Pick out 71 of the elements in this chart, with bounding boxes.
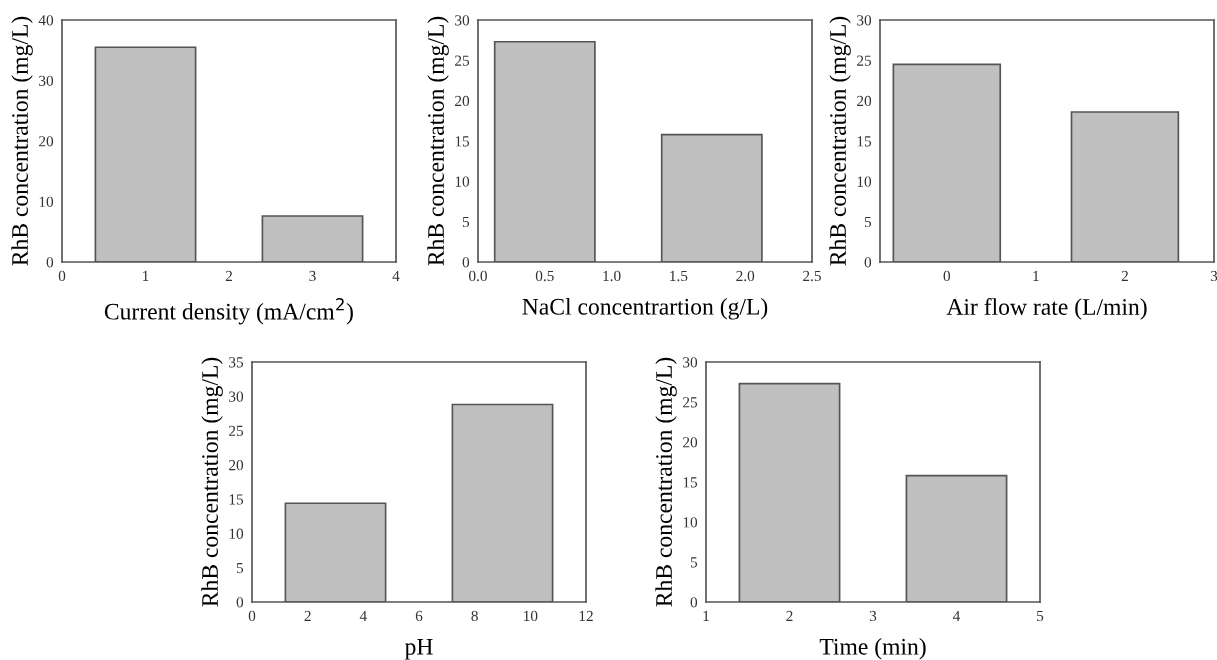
y-tick-label: 5 <box>236 563 244 574</box>
y-axis-title: RhB concentration (mg/L) <box>11 16 33 266</box>
y-axis-title: RhB concentration (mg/L) <box>201 357 223 607</box>
x-tick-label: 2 <box>225 270 232 281</box>
x-tick-label: 1.0 <box>603 270 621 282</box>
y-tick-label: 25 <box>683 397 698 408</box>
x-tick-label: 0.0 <box>469 270 487 282</box>
y-tick-label: 10 <box>229 528 244 539</box>
x-axis-title: NaCl concentrartion (g/L) <box>522 298 768 320</box>
x-tick-label: 4 <box>392 270 400 281</box>
y-tick-label: 0 <box>236 597 244 608</box>
y-tick-label: 0 <box>46 257 54 268</box>
y-tick-label: 15 <box>455 136 470 147</box>
y-tick-label: 20 <box>229 460 244 471</box>
x-tick-label: 3 <box>1210 270 1217 282</box>
y-tick-label: 30 <box>229 391 244 402</box>
y-tick-label: 0 <box>864 257 872 268</box>
y-tick-label: 35 <box>229 357 244 368</box>
y-tick-label: 15 <box>683 477 698 488</box>
y-tick-label: 20 <box>455 95 470 107</box>
y-tick-label: 10 <box>683 517 698 528</box>
y-tick-label: 5 <box>864 216 872 228</box>
y-tick-label: 5 <box>690 557 698 568</box>
y-tick-label: 5 <box>462 216 470 228</box>
y-tick-label: 10 <box>39 196 54 207</box>
x-tick-label: 2.0 <box>736 270 755 282</box>
x-tick-label: 12 <box>579 610 593 621</box>
y-tick-label: 25 <box>857 55 872 66</box>
y-tick-label: 30 <box>455 15 470 26</box>
y-tick-label: 30 <box>857 15 872 26</box>
x-tick-label: 4 <box>952 610 961 621</box>
y-tick-label: 25 <box>455 55 470 66</box>
y-tick-label: 40 <box>38 15 54 26</box>
x-tick-label: 1 <box>143 270 149 281</box>
x-tick-label: 5 <box>1037 610 1044 622</box>
y-tick-label: 20 <box>857 95 872 107</box>
x-tick-label: 0 <box>943 270 951 282</box>
y-tick-label: 20 <box>683 437 698 448</box>
y-tick-label: 10 <box>455 176 470 187</box>
y-tick-label: 10 <box>857 176 872 187</box>
x-tick-label: 8 <box>471 610 478 622</box>
y-tick-label: 25 <box>229 425 244 437</box>
x-tick-label: 2 <box>1121 270 1128 281</box>
x-tick-label: 3 <box>309 270 316 282</box>
x-tick-label: 1.5 <box>670 270 688 282</box>
x-tick-label: 6 <box>415 610 423 622</box>
y-axis-title: RhB concentration (mg/L) <box>829 16 851 266</box>
x-tick-label: 1 <box>703 610 709 621</box>
y-axis-title: RhB concentration (mg/L) <box>655 357 677 607</box>
y-tick-label: 30 <box>39 75 54 86</box>
y-axis-title: RhB concentration (mg/L) <box>427 16 449 266</box>
x-tick-label: 2 <box>786 610 793 621</box>
y-tick-label: 0 <box>690 597 698 608</box>
x-tick-label: 2.5 <box>803 270 821 282</box>
x-axis-title: Time (min) <box>819 638 926 660</box>
x-tick-label: 10 <box>524 610 538 622</box>
x-tick-label: 0 <box>58 270 66 282</box>
x-tick-label: 2 <box>304 610 311 621</box>
x-tick-label: 4 <box>359 610 367 621</box>
y-tick-label: 30 <box>683 357 698 368</box>
x-tick-label: 1 <box>1033 270 1039 281</box>
x-tick-label: 0 <box>248 610 256 622</box>
x-axis-title: Current density (mA/cm$^{2}$) <box>104 298 353 325</box>
y-tick-label: 20 <box>39 136 54 147</box>
y-tick-label: 0 <box>462 257 470 268</box>
x-axis-title: pH <box>404 639 433 660</box>
x-axis-title: Air flow rate (L/min) <box>946 298 1147 320</box>
y-tick-label: 15 <box>857 136 872 147</box>
y-tick-label: 15 <box>229 494 244 505</box>
x-tick-label: 0.5 <box>535 270 554 282</box>
x-tick-label: 3 <box>869 610 877 622</box>
